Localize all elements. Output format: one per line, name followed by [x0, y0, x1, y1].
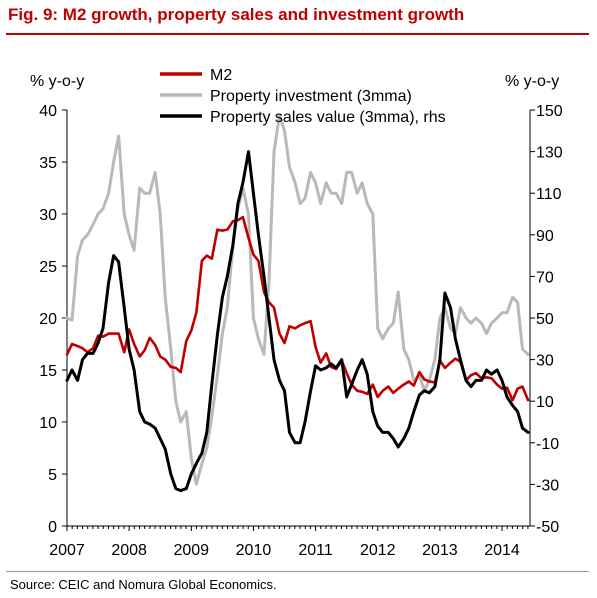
left-tick-label: 20 [39, 311, 57, 328]
left-tick-label: 5 [48, 467, 57, 484]
left-tick-label: 30 [39, 207, 57, 224]
axes: 0 5 10 15 20 25 30 35 40 -50 -30 -10 10 30 50 70 90 110 13… [39, 103, 563, 559]
legend-label-2: Property sales value (3mma), rhs [210, 109, 446, 126]
right-tick-label: 150 [536, 103, 563, 120]
x-tick-label: 2008 [111, 542, 147, 559]
left-tick-label: 35 [39, 155, 57, 172]
right-tick-label: 70 [536, 269, 554, 286]
legend-label-0: M2 [210, 67, 232, 84]
left-tick-label: 15 [39, 363, 57, 380]
right-tick-label: 90 [536, 228, 554, 245]
left-tick-label: 0 [48, 519, 57, 536]
x-tick-label: 2013 [422, 542, 458, 559]
x-tick-label: 2014 [484, 542, 520, 559]
legend: M2 Property investment (3mma) Property sal… [160, 67, 446, 126]
right-tick-label: 110 [536, 186, 562, 203]
right-tick-label: 50 [536, 311, 554, 328]
source-rule [6, 571, 589, 572]
right-axis-label: % y-o-y [505, 73, 559, 90]
series-line-0 [65, 215, 530, 402]
x-tick-label: 2010 [236, 542, 272, 559]
title-rule [6, 33, 589, 35]
right-tick-label: 10 [536, 394, 554, 411]
left-axis-label: % y-o-y [30, 73, 84, 90]
x-tick-label: 2009 [173, 542, 209, 559]
left-tick-label: 40 [39, 103, 57, 120]
x-tick-label: 2012 [360, 542, 396, 559]
x-tick-label: 2011 [298, 542, 333, 559]
series-line-1 [65, 113, 530, 486]
x-tick-label: 2007 [49, 542, 85, 559]
right-tick-label: 30 [536, 353, 554, 370]
left-tick-label: 10 [39, 415, 57, 432]
chart-title: Fig. 9: M2 growth, property sales and in… [8, 5, 465, 24]
source-note: Source: CEIC and Nomura Global Economics… [10, 577, 277, 592]
legend-label-1: Property investment (3mma) [210, 88, 412, 105]
left-tick-label: 25 [39, 259, 57, 276]
right-tick-label: -50 [536, 519, 559, 536]
series-lines [65, 113, 530, 493]
right-tick-label: -30 [536, 477, 559, 494]
right-tick-label: -10 [536, 436, 559, 453]
series-line-2 [65, 150, 530, 493]
right-tick-label: 130 [536, 145, 563, 162]
